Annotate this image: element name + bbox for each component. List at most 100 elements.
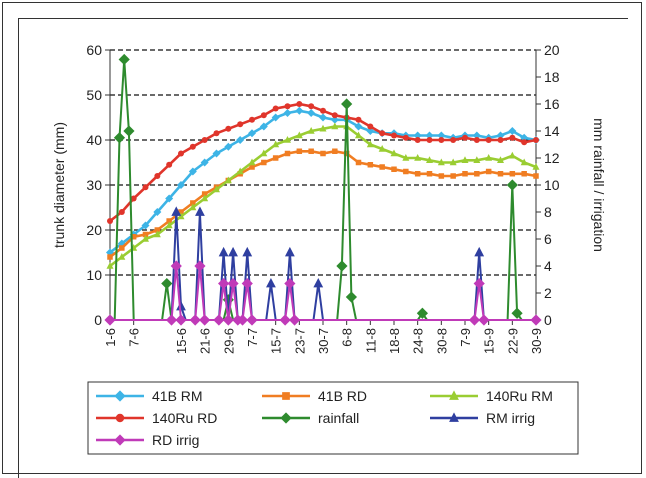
left-tick-label: 40 xyxy=(86,132,102,148)
data-point xyxy=(289,314,301,326)
data-point xyxy=(355,159,362,166)
x-tick-label: 24-8 xyxy=(411,328,426,354)
data-point xyxy=(194,260,206,272)
right-tick-label: 12 xyxy=(544,150,560,166)
data-point xyxy=(343,150,350,157)
data-point xyxy=(176,300,186,311)
data-point xyxy=(227,277,239,290)
data-point xyxy=(497,156,504,163)
data-point xyxy=(213,314,225,326)
data-point xyxy=(201,191,208,197)
x-tick-label: 6-8 xyxy=(340,328,355,347)
data-point xyxy=(212,149,221,158)
data-point xyxy=(307,109,316,117)
data-point xyxy=(402,154,410,161)
data-point xyxy=(228,246,238,257)
gridlines xyxy=(110,49,536,276)
data-point xyxy=(154,227,161,233)
legend-item: RM irrig xyxy=(430,410,535,426)
legend-marker xyxy=(449,412,459,422)
data-point xyxy=(284,246,295,257)
right-tick-label: 20 xyxy=(544,42,560,58)
data-point xyxy=(355,131,362,139)
data-point xyxy=(272,155,279,161)
data-point xyxy=(178,209,184,215)
data-point xyxy=(222,314,234,326)
x-tick-label: 30-9 xyxy=(529,328,544,354)
data-point xyxy=(201,137,208,143)
data-point xyxy=(437,131,446,140)
x-tick-label: 21-6 xyxy=(198,328,213,354)
right-tick-label: 16 xyxy=(544,96,560,112)
legend: 41B RM 41B RD 140Ru RM 140Ru RD rainfall RM i… xyxy=(87,381,579,455)
data-point xyxy=(520,158,528,166)
data-point xyxy=(236,314,249,326)
x-tick-label: 11-8 xyxy=(363,328,378,353)
legend-label: 140Ru RM xyxy=(486,388,553,404)
data-point xyxy=(188,167,197,176)
data-point xyxy=(473,277,485,290)
data-point xyxy=(320,150,326,157)
data-point xyxy=(416,307,428,319)
data-point xyxy=(272,140,280,148)
legend-item: 140Ru RM xyxy=(430,388,553,404)
series-line xyxy=(109,102,537,223)
x-axis-ticks: 1-6 7-6 15-6 21-6 29-6 7-7 15-7 23-7 30-7 6-8 11-8… xyxy=(103,320,544,354)
data-point xyxy=(330,115,339,124)
data-point xyxy=(438,137,445,143)
data-point xyxy=(509,134,516,141)
data-point xyxy=(248,158,256,166)
x-tick-label: 29-6 xyxy=(221,328,236,354)
data-point xyxy=(236,167,244,175)
data-point xyxy=(497,137,504,143)
data-point xyxy=(189,203,197,211)
data-point xyxy=(118,209,125,215)
data-point xyxy=(341,98,353,110)
data-point xyxy=(391,166,397,172)
series-line xyxy=(110,265,536,321)
data-point xyxy=(284,150,291,157)
x-tick-label: 30-7 xyxy=(316,328,331,354)
left-tick-label: 10 xyxy=(86,267,102,283)
right-tick-label: 8 xyxy=(544,204,552,220)
left-tick-label: 20 xyxy=(86,222,102,238)
x-tick-label: 30-8 xyxy=(434,328,449,354)
data-point xyxy=(225,125,232,132)
data-point xyxy=(237,121,244,128)
x-tick-label: 23-7 xyxy=(292,328,307,354)
left-tick-label: 30 xyxy=(86,177,102,193)
data-point xyxy=(437,158,445,166)
data-point xyxy=(533,173,539,179)
data-point xyxy=(474,171,480,177)
legend-item: 41B RM xyxy=(96,388,203,404)
data-point xyxy=(508,151,516,159)
data-point xyxy=(165,314,178,326)
legend-label: rainfall xyxy=(318,410,359,426)
data-point xyxy=(224,142,233,151)
x-tick-label: 15-6 xyxy=(174,328,189,354)
legend-marker xyxy=(115,413,125,423)
legend-label: 140Ru RD xyxy=(152,410,217,426)
data-point xyxy=(450,137,457,143)
data-point xyxy=(283,109,292,117)
data-point xyxy=(533,137,539,143)
data-point xyxy=(166,161,173,168)
data-point xyxy=(426,156,433,163)
data-point xyxy=(195,206,205,216)
data-point xyxy=(355,116,362,123)
right-axis-ticks: 0 2 4 6 8 10 12 14 16 18 20 xyxy=(536,42,560,328)
series-group xyxy=(104,53,542,326)
left-axis-label: trunk diameter (mm) xyxy=(51,122,67,248)
series-line xyxy=(109,109,537,254)
data-point xyxy=(511,307,523,319)
data-point xyxy=(414,171,421,177)
data-point xyxy=(530,314,542,326)
data-point xyxy=(462,171,468,177)
series-140ru-rd xyxy=(107,101,539,224)
data-point xyxy=(414,154,422,161)
data-point xyxy=(218,246,229,257)
data-point xyxy=(118,253,126,260)
data-point xyxy=(107,254,113,260)
right-tick-label: 4 xyxy=(544,258,552,274)
data-point xyxy=(367,123,374,130)
